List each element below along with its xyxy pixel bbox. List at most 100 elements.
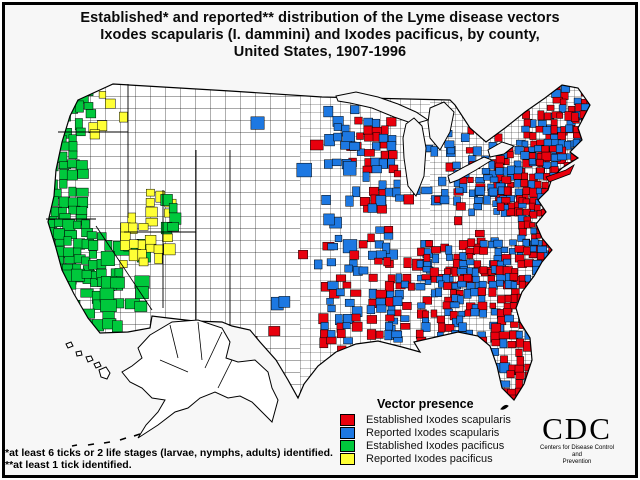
county-cell bbox=[105, 98, 116, 109]
county-cell bbox=[421, 274, 431, 281]
title-line-3: United States, 1907-1996 bbox=[233, 44, 407, 60]
county-cell bbox=[75, 100, 84, 113]
county-cell bbox=[523, 307, 533, 316]
county-cell bbox=[513, 173, 523, 180]
county-cell bbox=[415, 283, 426, 291]
county-cell bbox=[421, 186, 433, 195]
county-cell bbox=[530, 227, 537, 235]
county-cell bbox=[298, 250, 308, 260]
county-cell bbox=[350, 105, 360, 115]
county-cell bbox=[466, 259, 475, 266]
county-cell bbox=[138, 257, 149, 267]
county-cell bbox=[98, 91, 107, 99]
county-cell bbox=[248, 336, 258, 348]
county-cell bbox=[456, 268, 467, 275]
county-cell bbox=[501, 176, 512, 184]
county-cell bbox=[68, 141, 78, 153]
county-cell bbox=[497, 295, 506, 304]
county-cell bbox=[145, 206, 158, 218]
county-cell bbox=[517, 234, 526, 242]
county-cell bbox=[392, 347, 400, 355]
county-cell bbox=[438, 176, 447, 186]
county-cell bbox=[488, 287, 497, 297]
county-cell bbox=[441, 189, 449, 197]
county-cell bbox=[541, 145, 550, 153]
county-cell bbox=[532, 321, 541, 328]
county-cell bbox=[517, 307, 526, 315]
county-cell bbox=[557, 153, 568, 161]
county-cell bbox=[496, 279, 504, 287]
county-cell bbox=[530, 379, 542, 388]
reported-pacificus-swatch bbox=[340, 453, 355, 465]
county-cell bbox=[331, 158, 342, 167]
county-cell bbox=[468, 208, 475, 216]
county-cell bbox=[430, 146, 439, 157]
county-cell bbox=[520, 151, 530, 160]
county-cell bbox=[104, 240, 113, 251]
county-cell bbox=[154, 253, 163, 264]
county-cell bbox=[360, 345, 371, 357]
legend-label: Reported Ixodes scapularis bbox=[366, 427, 500, 439]
county-cell bbox=[129, 239, 139, 249]
county-cell bbox=[392, 296, 403, 306]
county-cell bbox=[59, 179, 68, 189]
county-cell bbox=[541, 151, 552, 162]
county-cell bbox=[358, 266, 369, 275]
county-cell bbox=[443, 282, 452, 290]
county-cell bbox=[385, 322, 393, 331]
county-cell bbox=[521, 125, 530, 133]
county-cell bbox=[521, 140, 529, 148]
county-cell bbox=[49, 142, 58, 153]
legend-row: Reported Ixodes pacificus bbox=[340, 453, 511, 465]
county-cell bbox=[68, 186, 77, 197]
county-cell bbox=[119, 111, 128, 123]
county-cell bbox=[588, 138, 590, 147]
county-cell bbox=[529, 222, 536, 228]
county-cell bbox=[543, 228, 549, 234]
county-cell bbox=[494, 119, 503, 128]
county-cell bbox=[514, 245, 525, 253]
county-cell bbox=[83, 102, 94, 110]
county-cell bbox=[134, 301, 148, 312]
county-cell bbox=[388, 150, 398, 160]
county-cell bbox=[510, 281, 518, 289]
county-cell bbox=[523, 315, 532, 325]
county-cell bbox=[366, 315, 377, 324]
county-cell bbox=[145, 217, 158, 227]
established-scapularis-swatch bbox=[340, 414, 355, 426]
county-cell bbox=[326, 258, 336, 267]
county-cell bbox=[491, 387, 499, 397]
county-cell bbox=[550, 180, 560, 188]
lake-ontario bbox=[487, 141, 516, 158]
county-cell bbox=[74, 84, 86, 93]
county-cell bbox=[503, 186, 511, 196]
county-cell bbox=[60, 308, 70, 321]
county-cell bbox=[531, 289, 540, 296]
county-cell bbox=[48, 263, 59, 272]
county-cell bbox=[530, 339, 543, 350]
county-cell bbox=[498, 331, 510, 340]
county-cell bbox=[345, 195, 354, 207]
county-cell bbox=[376, 304, 387, 313]
county-cell bbox=[327, 330, 336, 338]
county-cell bbox=[457, 295, 464, 305]
county-cell bbox=[463, 273, 472, 282]
county-cell bbox=[366, 329, 377, 340]
county-cell bbox=[343, 161, 357, 176]
county-cell bbox=[146, 188, 155, 197]
county-cell bbox=[531, 238, 539, 246]
county-cell bbox=[369, 186, 379, 196]
county-cell bbox=[540, 220, 549, 227]
county-cell bbox=[359, 197, 370, 206]
county-cell bbox=[522, 208, 531, 216]
county-cell bbox=[457, 280, 467, 288]
county-cell bbox=[558, 104, 567, 113]
county-cell bbox=[536, 159, 544, 167]
county-cell bbox=[445, 324, 455, 332]
county-cell bbox=[515, 348, 523, 357]
county-cell bbox=[473, 260, 482, 268]
county-cell bbox=[481, 127, 491, 137]
county-cell bbox=[531, 308, 540, 318]
county-cell bbox=[375, 195, 386, 206]
